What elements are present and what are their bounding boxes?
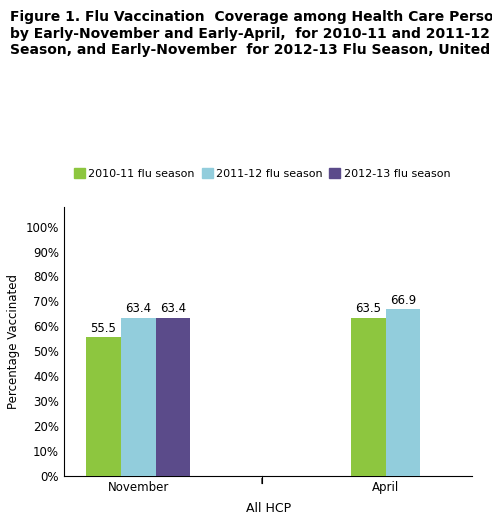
- Bar: [351, 317, 386, 476]
- Text: 66.9: 66.9: [390, 294, 416, 307]
- Bar: [121, 318, 155, 476]
- Y-axis label: Percentage Vaccinated: Percentage Vaccinated: [7, 273, 20, 409]
- Text: Figure 1. Flu Vaccination  Coverage among Health Care Personnel
by Early-Novembe: Figure 1. Flu Vaccination Coverage among…: [10, 10, 492, 57]
- Legend: 2010-11 flu season, 2011-12 flu season, 2012-13 flu season: 2010-11 flu season, 2011-12 flu season, …: [69, 164, 455, 184]
- X-axis label: All HCP: All HCP: [246, 502, 291, 515]
- Text: 55.5: 55.5: [91, 322, 117, 335]
- Text: 63.4: 63.4: [160, 302, 186, 315]
- Text: 63.5: 63.5: [355, 302, 381, 315]
- Bar: [386, 309, 420, 476]
- Text: 63.4: 63.4: [125, 302, 151, 315]
- Bar: [86, 338, 121, 476]
- Bar: [155, 318, 190, 476]
